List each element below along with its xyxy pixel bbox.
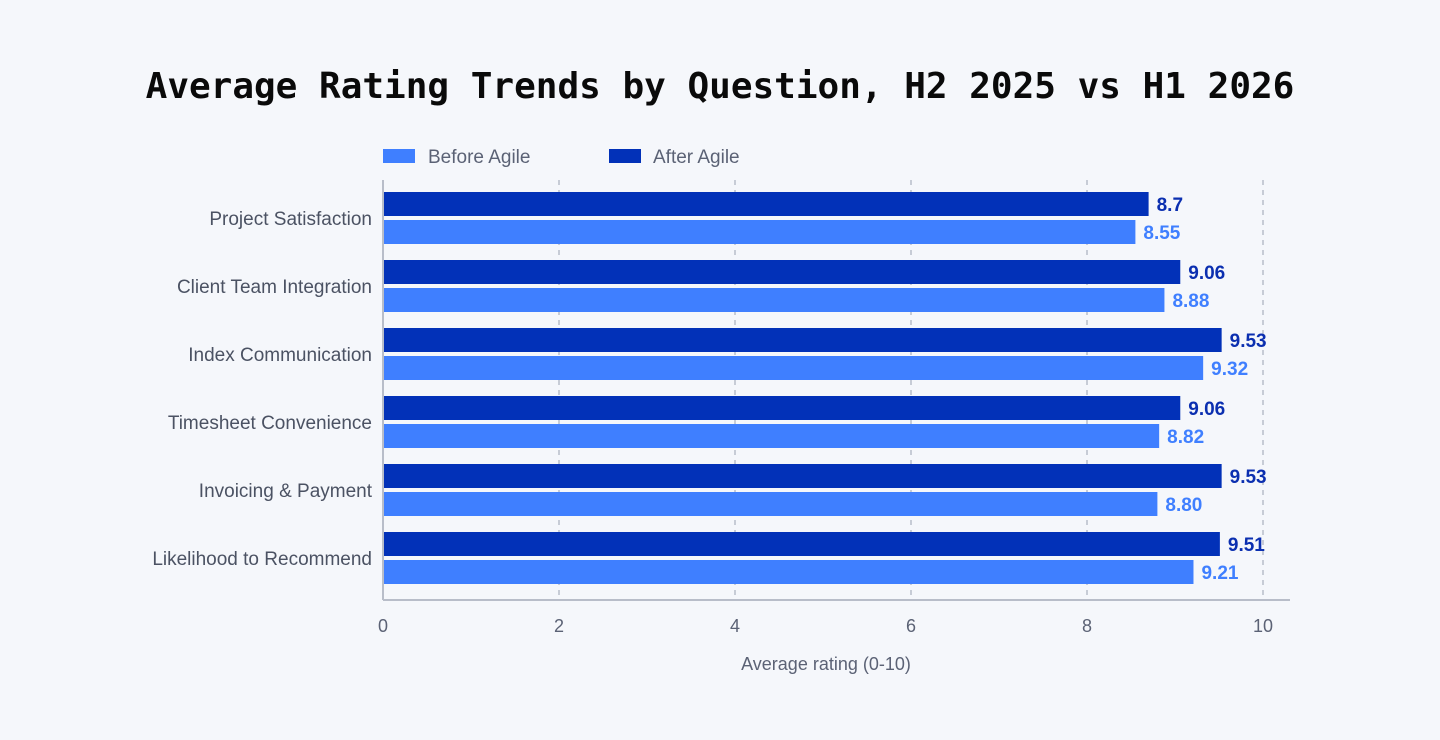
x-tick-label-10: 10 (1253, 616, 1273, 636)
chart-title: Average Rating Trends by Question, H2 20… (146, 66, 1295, 107)
value-label-before-agile-project-satisfaction: 8.55 (1143, 223, 1180, 244)
bar-after-agile-client-team-integration (383, 260, 1181, 284)
category-label-index-communication: Index Communication (188, 345, 372, 366)
legend-label-before-agile: Before Agile (428, 147, 530, 168)
value-labels: 8.7 8.55 9.06 8.88 9.53 9.32 9.06 8.82 9.53 8.80 9… (1143, 195, 1266, 584)
legend-label-after-agile: After Agile (653, 147, 740, 168)
value-label-before-agile-invoicing-and-payment: 8.80 (1165, 495, 1202, 516)
bars (383, 192, 1222, 584)
bar-before-agile-invoicing-and-payment (383, 492, 1158, 516)
axes (382, 180, 1290, 601)
bar-before-agile-likelihood-to-recommend (383, 560, 1194, 584)
value-label-after-agile-project-satisfaction: 8.7 (1157, 195, 1183, 216)
bar-after-agile-likelihood-to-recommend (383, 532, 1220, 556)
x-tick-label-6: 6 (906, 616, 916, 636)
bar-before-agile-project-satisfaction (383, 220, 1136, 244)
x-tick-label-8: 8 (1082, 616, 1092, 636)
legend-swatch-after-agile (609, 149, 641, 163)
x-tick-label-4: 4 (730, 616, 740, 636)
value-label-after-agile-invoicing-and-payment: 9.53 (1230, 467, 1267, 488)
value-label-after-agile-timesheet-convenience: 9.06 (1188, 399, 1225, 420)
value-label-before-agile-timesheet-convenience: 8.82 (1167, 427, 1204, 448)
category-labels: Project Satisfaction Client Team Integrat… (152, 209, 372, 570)
value-label-before-agile-likelihood-to-recommend: 9.21 (1201, 563, 1238, 584)
value-label-before-agile-client-team-integration: 8.88 (1172, 291, 1209, 312)
bar-after-agile-project-satisfaction (383, 192, 1149, 216)
category-label-client-team-integration: Client Team Integration (177, 277, 372, 298)
category-label-timesheet-convenience: Timesheet Convenience (168, 413, 372, 434)
bar-after-agile-index-communication (383, 328, 1222, 352)
bar-before-agile-index-communication (383, 356, 1204, 380)
x-tick-label-0: 0 (378, 616, 388, 636)
legend: Before Agile After Agile (383, 147, 740, 168)
bar-before-agile-client-team-integration (383, 288, 1165, 312)
value-label-before-agile-index-communication: 9.32 (1211, 359, 1248, 380)
bar-after-agile-timesheet-convenience (383, 396, 1181, 420)
bar-after-agile-invoicing-and-payment (383, 464, 1222, 488)
x-axis-title: Average rating (0-10) (741, 654, 911, 674)
legend-swatch-before-agile (383, 149, 415, 163)
bar-before-agile-timesheet-convenience (383, 424, 1160, 448)
category-label-likelihood-to-recommend: Likelihood to Recommend (152, 549, 372, 570)
x-tick-label-2: 2 (554, 616, 564, 636)
gridlines (558, 180, 1264, 600)
tick-labels: 0 2 4 6 8 10 (378, 616, 1273, 636)
category-label-invoicing-and-payment: Invoicing & Payment (199, 481, 373, 502)
value-label-after-agile-client-team-integration: 9.06 (1188, 263, 1225, 284)
category-label-project-satisfaction: Project Satisfaction (209, 209, 372, 230)
value-label-after-agile-index-communication: 9.53 (1230, 331, 1267, 352)
value-label-after-agile-likelihood-to-recommend: 9.51 (1228, 535, 1265, 556)
